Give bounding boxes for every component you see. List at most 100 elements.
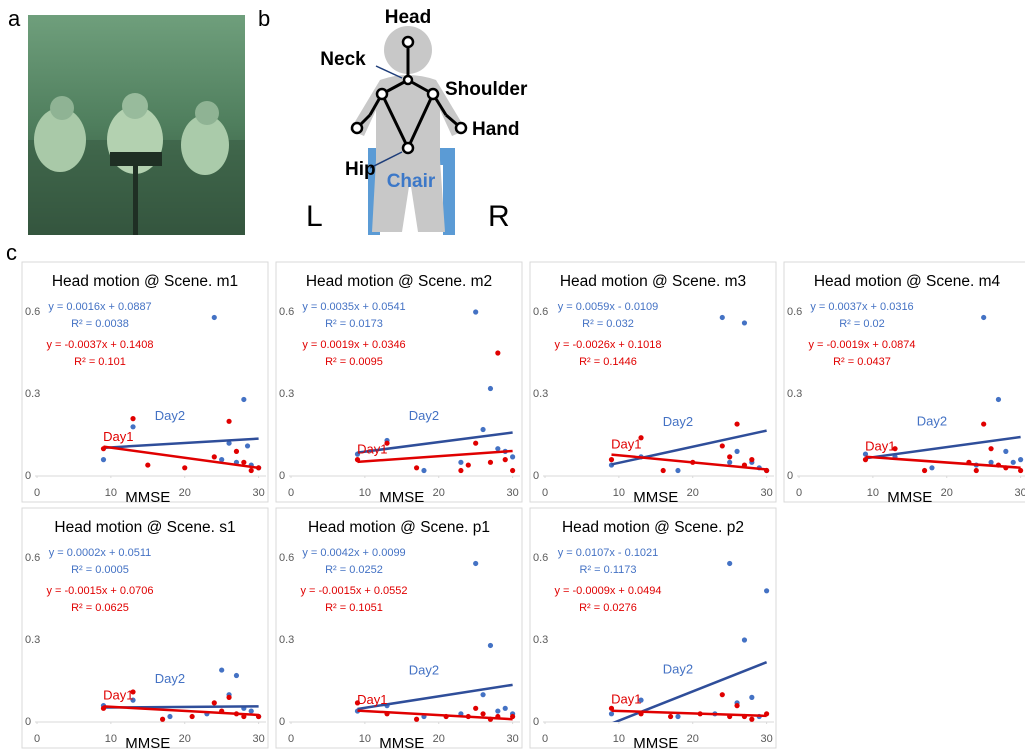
trend-r2: R² = 0.101 (74, 356, 126, 368)
series-label: Day1 (611, 436, 641, 451)
y-tick-label: 0.6 (25, 306, 40, 318)
series-label: Day2 (409, 408, 439, 423)
data-point (421, 468, 426, 473)
y-tick-label: 0 (279, 470, 285, 482)
data-point (414, 465, 419, 470)
data-point (245, 443, 250, 448)
x-tick-label: 10 (613, 487, 625, 499)
data-point (226, 695, 231, 700)
y-tick-label: 0.3 (25, 634, 40, 646)
y-tick-label: 0.6 (787, 306, 802, 318)
data-point (1003, 449, 1008, 454)
data-point (988, 446, 993, 451)
figure: a b Head Neck Sho (0, 0, 1025, 749)
y-tick-label: 0 (279, 716, 285, 728)
data-point (473, 309, 478, 314)
data-point (190, 714, 195, 719)
data-point (473, 441, 478, 446)
data-point (241, 460, 246, 465)
data-point (145, 462, 150, 467)
trend-r2: R² = 0.0173 (325, 318, 383, 330)
y-tick-label: 0.6 (533, 552, 548, 564)
x-tick-label: 10 (359, 487, 371, 499)
x-axis-label: MMSE (125, 735, 170, 749)
series-label: Day2 (917, 413, 947, 428)
trend-equation: y = 0.0107x - 0.1021 (558, 547, 659, 559)
y-tick-label: 0.3 (787, 388, 802, 400)
chart-title: Head motion @ Scene. m1 (52, 273, 238, 290)
trend-equation: y = 0.0059x - 0.0109 (558, 301, 659, 313)
x-axis-label: MMSE (633, 489, 678, 506)
data-point (749, 457, 754, 462)
data-point (480, 427, 485, 432)
data-point (929, 465, 934, 470)
data-point (226, 419, 231, 424)
x-tick-label: 20 (179, 733, 191, 745)
diagram-label: R (488, 200, 510, 233)
data-point (249, 708, 254, 713)
y-tick-label: 0.3 (279, 634, 294, 646)
y-tick-label: 0.6 (279, 306, 294, 318)
y-tick-label: 0.6 (25, 552, 40, 564)
x-tick-label: 30 (506, 733, 518, 745)
trend-r2: R² = 0.0038 (71, 318, 129, 330)
data-point (503, 706, 508, 711)
charts: Head motion @ Scene. m1 0 0.3 0.6 0 10 20 30 MMS… (22, 262, 1025, 749)
trend-equation: y = -0.0019x + 0.0874 (808, 339, 915, 351)
data-point (458, 468, 463, 473)
data-point (495, 350, 500, 355)
trend-r2: R² = 0.032 (582, 318, 634, 330)
chart: Head motion @ Scene. m200.30.60102030MMS… (276, 262, 522, 506)
chart-title: Head motion @ Scene. p1 (308, 519, 490, 536)
chart-title: Head motion @ Scene. m2 (306, 273, 492, 290)
trend-r2: R² = 0.0437 (833, 356, 891, 368)
trend-equation: y = -0.0037x + 0.1408 (46, 339, 153, 351)
data-point (510, 468, 515, 473)
data-point (219, 667, 224, 672)
data-point (466, 462, 471, 467)
y-tick-label: 0 (787, 470, 793, 482)
data-point (996, 397, 1001, 402)
data-point (981, 421, 986, 426)
x-tick-label: 20 (433, 487, 445, 499)
data-point (160, 717, 165, 722)
y-tick-label: 0 (533, 716, 539, 728)
data-point (480, 711, 485, 716)
panel-label: c (6, 240, 17, 265)
series-label: Day2 (155, 671, 185, 686)
x-tick-label: 0 (34, 733, 40, 745)
trend-equation: y = 0.0037x + 0.0316 (810, 301, 913, 313)
x-tick-label: 20 (433, 733, 445, 745)
data-point (981, 315, 986, 320)
trend-r2: R² = 0.0095 (325, 356, 383, 368)
trend-equation: y = -0.0015x + 0.0552 (300, 585, 407, 597)
x-tick-label: 30 (506, 487, 518, 499)
trend-r2: R² = 0.0005 (71, 564, 129, 576)
chart: Head motion @ Scene. p100.30.60102030MMS… (276, 508, 522, 749)
x-tick-label: 0 (796, 487, 802, 499)
trend-equation: y = -0.0009x + 0.0494 (554, 585, 661, 597)
data-point (167, 714, 172, 719)
trend-equation: y = 0.0042x + 0.0099 (302, 547, 405, 559)
y-tick-label: 0 (25, 716, 31, 728)
series-label: Day2 (409, 663, 439, 678)
data-point (749, 717, 754, 722)
trend-r2: R² = 0.1173 (580, 564, 637, 576)
trend-r2: R² = 0.02 (839, 318, 885, 330)
data-point (458, 460, 463, 465)
trend-r2: R² = 0.0625 (71, 602, 129, 614)
x-tick-label: 10 (359, 733, 371, 745)
x-tick-label: 30 (252, 733, 264, 745)
data-point (727, 561, 732, 566)
data-point (510, 454, 515, 459)
series-label: Day1 (865, 438, 895, 453)
data-point (734, 449, 739, 454)
body-diagram (350, 26, 466, 235)
trend-r2: R² = 0.1051 (325, 602, 383, 614)
diagram-label: Chair (387, 171, 436, 192)
x-tick-label: 0 (288, 487, 294, 499)
trend-equation: y = 0.0016x + 0.0887 (48, 301, 151, 313)
trend-equation: y = -0.0026x + 0.1018 (554, 339, 661, 351)
data-point (734, 421, 739, 426)
